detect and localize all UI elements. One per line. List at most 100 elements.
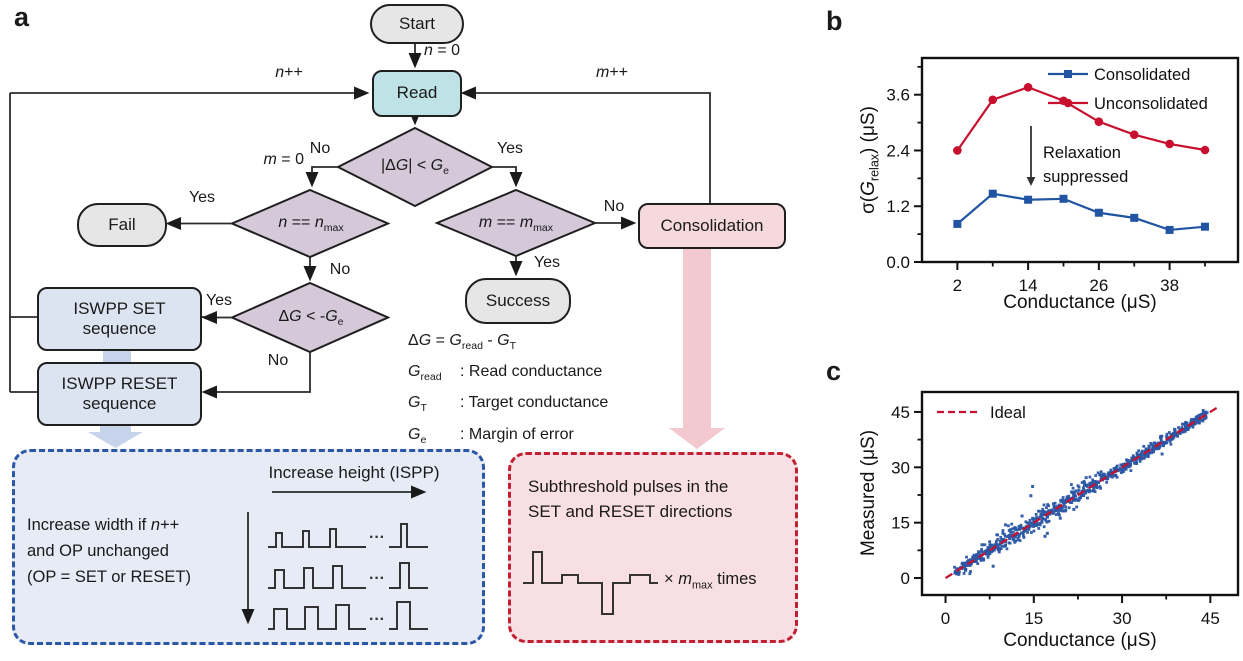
y-tick-label: 0.0 bbox=[886, 253, 910, 272]
scatter-point bbox=[1038, 523, 1042, 527]
edge-label-d1-yes: Yes bbox=[496, 140, 524, 157]
scatter-point bbox=[1123, 466, 1127, 470]
x-tick-label: 2 bbox=[953, 276, 962, 295]
data-point-consolidated bbox=[1024, 195, 1033, 204]
scatter-point bbox=[1018, 532, 1022, 536]
legend-label: Consolidated bbox=[1094, 66, 1190, 84]
scatter-point bbox=[1185, 421, 1189, 425]
scatter-point bbox=[1201, 418, 1205, 422]
scatter-point bbox=[1127, 461, 1131, 465]
subthreshold-waveform bbox=[523, 551, 658, 615]
scatter-point bbox=[1061, 505, 1065, 509]
scatter-point bbox=[988, 552, 992, 555]
scatter-point bbox=[1184, 426, 1187, 430]
scatter-point bbox=[1033, 517, 1037, 521]
scatter-point bbox=[1040, 519, 1044, 523]
scatter-point bbox=[1129, 462, 1132, 466]
scatter-point bbox=[998, 548, 1002, 551]
data-point-unconsolidated bbox=[1165, 139, 1174, 149]
scatter-point bbox=[1007, 529, 1011, 532]
scatter-point bbox=[967, 558, 970, 562]
flow-node-success: Success bbox=[465, 278, 571, 324]
y-axis-label: Measured (μS) bbox=[858, 430, 879, 556]
data-point-consolidated bbox=[1165, 225, 1174, 234]
definition-row: Ge: Margin of error bbox=[408, 425, 574, 446]
scatter-point bbox=[1019, 523, 1023, 527]
scatter-point bbox=[1082, 484, 1086, 487]
scatter-point bbox=[997, 550, 1001, 554]
scatter-point bbox=[1129, 469, 1133, 473]
scatter-point bbox=[1180, 426, 1184, 429]
scatter-point bbox=[1185, 423, 1189, 427]
scatter-point bbox=[1101, 474, 1104, 478]
scatter-point bbox=[1031, 517, 1035, 521]
scatter-point bbox=[1199, 418, 1203, 422]
scatter-outlier bbox=[1029, 494, 1033, 498]
scatter-point bbox=[1058, 513, 1061, 517]
scatter-point bbox=[1014, 539, 1018, 543]
scatter-point bbox=[1176, 434, 1180, 438]
scatter-point bbox=[962, 572, 966, 575]
scatter-point bbox=[982, 558, 985, 562]
scatter-point bbox=[985, 552, 989, 556]
scatter-point bbox=[1044, 510, 1048, 514]
flowchart-graphic: ··· ··· ··· bbox=[9, 40, 725, 630]
scatter-point bbox=[1150, 451, 1154, 455]
scatter-point bbox=[1044, 518, 1048, 522]
consolidation-to-box-thick-arrow bbox=[669, 245, 725, 449]
data-point-unconsolidated bbox=[988, 95, 998, 105]
scatter-point bbox=[1125, 465, 1129, 468]
scatter-point bbox=[1182, 428, 1186, 432]
scatter-point bbox=[1047, 504, 1051, 508]
scatter-point bbox=[1195, 417, 1199, 421]
scatter-point bbox=[1148, 450, 1152, 454]
scatter-point bbox=[994, 542, 998, 546]
scatter-point bbox=[1028, 518, 1032, 522]
x-tick-label: 30 bbox=[1113, 609, 1132, 628]
scatter-point bbox=[980, 556, 983, 560]
scatter-point bbox=[1197, 418, 1201, 422]
scatter-point bbox=[1202, 411, 1206, 415]
scatter-point bbox=[1095, 480, 1099, 484]
edge-label-m-init: m = 0 bbox=[263, 151, 304, 168]
edge-label-d4-no: No bbox=[603, 198, 625, 215]
scatter-point bbox=[1182, 423, 1185, 426]
scatter-point bbox=[1167, 431, 1171, 434]
scatter-point bbox=[1126, 459, 1129, 463]
scatter-point bbox=[1011, 530, 1015, 534]
scatter-point bbox=[999, 547, 1003, 551]
scatter-point bbox=[1130, 457, 1134, 461]
panel-a-label: a bbox=[14, 2, 30, 32]
scatter-outlier bbox=[980, 543, 984, 547]
scatter-point bbox=[1151, 447, 1154, 451]
scatter-point bbox=[1113, 474, 1117, 478]
scatter-point bbox=[965, 562, 968, 566]
x-tick-label: 45 bbox=[1201, 609, 1220, 628]
definition-equation: ΔG = Gread - GT bbox=[408, 332, 517, 353]
scatter-point bbox=[1161, 440, 1165, 444]
scatter-point bbox=[1085, 485, 1089, 488]
data-point-unconsolidated bbox=[1200, 145, 1210, 155]
scatter-point bbox=[1083, 481, 1087, 485]
scatter-point bbox=[986, 555, 990, 559]
scatter-point bbox=[1096, 471, 1100, 475]
scatter-point bbox=[1169, 433, 1173, 436]
scatter-point bbox=[1069, 483, 1073, 486]
scatter-point bbox=[996, 533, 1000, 537]
scatter-point bbox=[1152, 450, 1156, 454]
data-point-consolidated bbox=[953, 219, 962, 228]
scatter-point bbox=[1017, 535, 1021, 538]
ispp-pulse-train-row-1 bbox=[268, 523, 428, 548]
scatter-point bbox=[1076, 491, 1080, 495]
edge-label-n-init: n = 0 bbox=[424, 42, 461, 59]
scatter-point bbox=[953, 565, 956, 569]
scatter-point bbox=[953, 571, 957, 575]
scatter-point bbox=[1009, 528, 1013, 531]
scatter-point bbox=[1040, 520, 1044, 524]
scatter-point bbox=[1084, 489, 1088, 493]
scatter-point bbox=[1053, 501, 1057, 505]
scatter-point bbox=[997, 543, 1001, 547]
scatter-point bbox=[1018, 539, 1022, 542]
measured-vs-conductance-chart: 0 15 30 45 0 15 30 45 Conductance (μS) Measured (… bbox=[858, 390, 1240, 651]
